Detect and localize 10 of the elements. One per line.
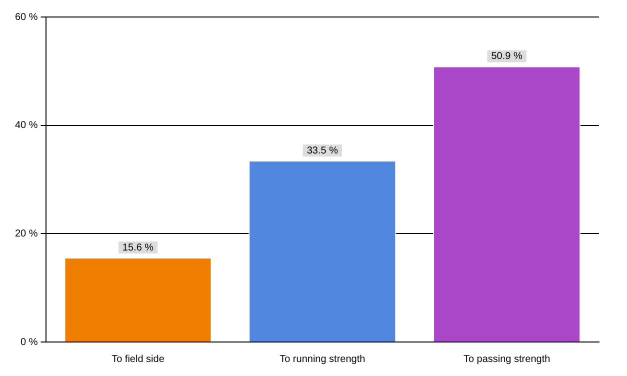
x-tick-label: To running strength [280, 354, 366, 365]
x-tick-label: To field side [112, 354, 165, 365]
y-tick-label: 0 % [20, 336, 38, 348]
y-tick-label: 20 % [14, 228, 38, 240]
x-tick-label: To passing strength [463, 354, 550, 365]
y-tick-label: 40 % [14, 120, 38, 132]
data-label: 50.9 % [491, 51, 522, 62]
data-label: 15.6 % [122, 242, 154, 254]
data-label: 33.5 % [306, 145, 338, 156]
y-tick-label: 60 % [14, 12, 38, 23]
